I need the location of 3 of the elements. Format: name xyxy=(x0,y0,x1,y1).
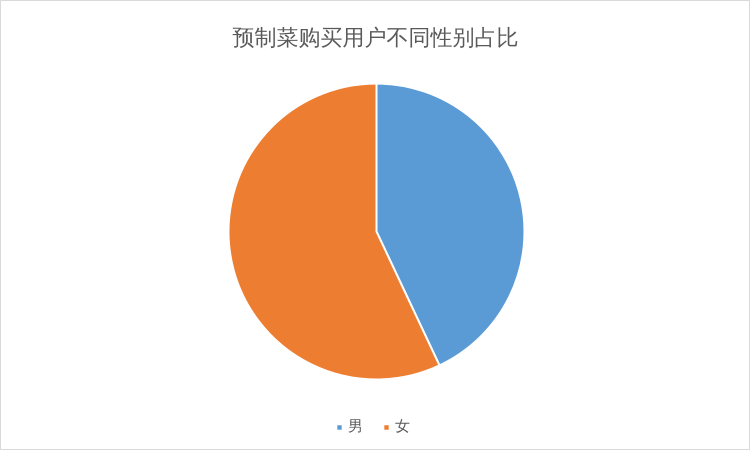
chart-title: 预制菜购买用户不同性别占比 xyxy=(232,26,518,51)
legend-label: 男 xyxy=(348,417,364,436)
legend-label: 女 xyxy=(395,417,411,436)
